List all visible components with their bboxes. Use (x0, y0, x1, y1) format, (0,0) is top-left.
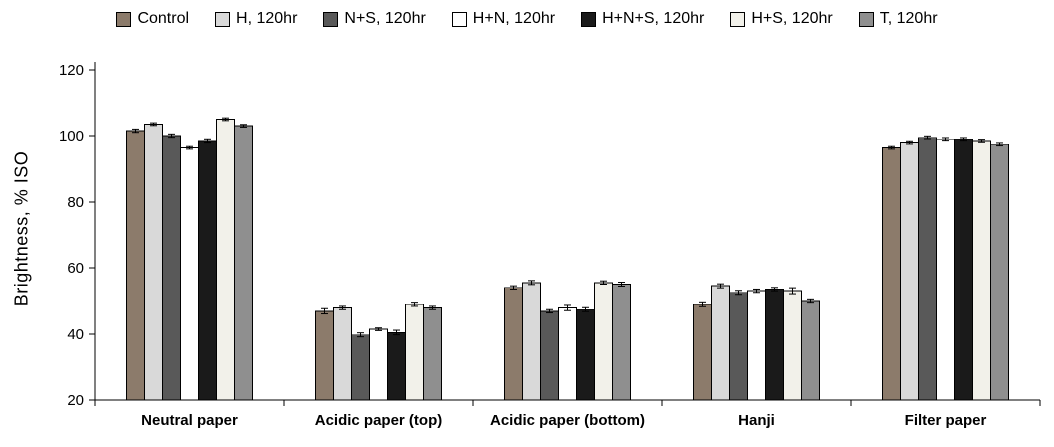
bar (540, 310, 559, 401)
bar (882, 147, 901, 401)
category-label: Acidic paper (top) (315, 412, 443, 429)
bar (801, 300, 820, 401)
legend-swatch (730, 11, 746, 27)
bar (936, 138, 955, 401)
bar (387, 331, 406, 401)
bar (558, 307, 577, 401)
legend-item: Control (116, 10, 189, 28)
bar (504, 287, 523, 401)
bar (126, 130, 145, 401)
bar (234, 125, 253, 401)
bar (369, 328, 388, 401)
legend-item: H, 120hr (215, 10, 297, 28)
bar (990, 143, 1009, 401)
bar (333, 307, 352, 401)
legend-item: H+S, 120hr (730, 10, 833, 28)
legend-label: H+N+S, 120hr (602, 10, 705, 27)
y-axis-tick-label: 20 (67, 392, 84, 409)
bar (198, 140, 217, 401)
legend-label: H+S, 120hr (751, 10, 833, 27)
legend-label: Control (137, 10, 190, 27)
bar (162, 135, 181, 401)
bar-chart-plot: 20 40 60 80 100 120 Neutral paper Acidic paper … (59, 62, 1041, 429)
legend-item: H+N+S, 120hr (581, 10, 704, 28)
bar (729, 292, 748, 401)
category-label: Neutral paper (141, 412, 238, 429)
legend-label: H+N, 120hr (472, 10, 556, 27)
y-axis-tick-label: 120 (59, 62, 84, 79)
y-axis-tick-label: 100 (59, 128, 84, 145)
category-label: Filter paper (905, 412, 987, 429)
chart-legend: Control H, 120hr N+S, 120hr H+N, 120hr H+N+S… (0, 10, 1054, 28)
bar (576, 308, 595, 401)
bar (711, 285, 730, 401)
bar (315, 310, 334, 401)
y-axis-tick-label: 40 (67, 326, 84, 343)
legend-swatch (215, 11, 231, 27)
legend-swatch (581, 11, 597, 27)
bar (216, 119, 235, 401)
bar (144, 124, 163, 401)
legend-item: H+N, 120hr (451, 10, 556, 28)
legend-label: T, 120hr (879, 10, 938, 27)
bar (594, 282, 613, 401)
bar (954, 138, 973, 401)
bar (180, 147, 199, 401)
bar (693, 303, 712, 401)
y-axis-tick-label: 80 (67, 194, 84, 211)
legend-label: N+S, 120hr (344, 10, 426, 27)
legend-swatch (858, 11, 874, 27)
bar (405, 303, 424, 401)
category-label: Hanji (738, 412, 775, 429)
legend-swatch (451, 11, 467, 27)
bar (900, 142, 919, 401)
bar (747, 290, 766, 401)
category-label: Acidic paper (bottom) (490, 412, 645, 429)
bar (783, 290, 802, 401)
bar (612, 284, 631, 401)
bar (522, 282, 541, 401)
y-axis-tick-label: 60 (67, 260, 84, 277)
legend-label: H, 120hr (236, 10, 298, 27)
bar (765, 289, 784, 401)
bar (423, 307, 442, 401)
legend-item: T, 120hr (858, 10, 938, 28)
bar (972, 140, 991, 401)
legend-item: N+S, 120hr (323, 10, 426, 28)
bar (351, 334, 370, 401)
legend-swatch (323, 11, 339, 27)
legend-swatch (116, 11, 132, 27)
bar (918, 137, 937, 401)
